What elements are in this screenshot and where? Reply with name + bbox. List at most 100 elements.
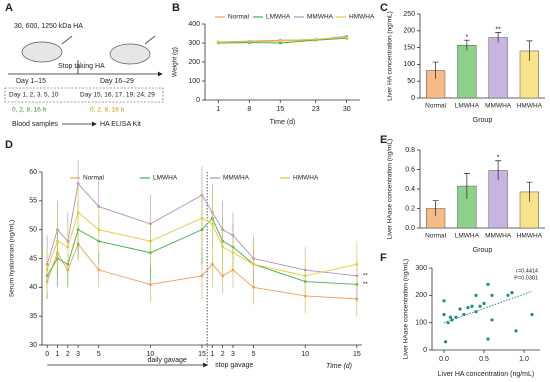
legend-label: MMWHA <box>223 175 250 182</box>
y-tick-label: 0.2 <box>405 205 415 212</box>
y-tick-label: 35 <box>29 313 37 320</box>
error-bar <box>463 39 470 51</box>
significance: * <box>466 34 469 41</box>
point <box>450 318 454 322</box>
legend-label: HMWHA <box>293 175 319 182</box>
trend-line <box>443 290 533 324</box>
point <box>506 293 510 297</box>
legend-label: LMWHA <box>153 175 178 182</box>
error-bar <box>463 173 470 199</box>
x-tick-label: 10 <box>146 351 154 358</box>
point <box>278 39 282 43</box>
bar <box>457 44 477 99</box>
panel-a: A 30, 600, 1250 kDa HA Stop taking HA Da… <box>4 2 164 128</box>
axis <box>204 24 360 101</box>
panel-label: E <box>380 134 387 146</box>
point <box>514 329 518 333</box>
point <box>345 36 349 40</box>
stop-text: Stop taking HA <box>58 63 105 70</box>
syringe-icon <box>61 35 73 45</box>
x-tick-label: HMWHA <box>517 103 543 110</box>
y-tick-label: 250 <box>403 11 415 18</box>
phase-label: daily gavage <box>148 357 187 364</box>
y-tick-label: 0.6 <box>405 166 415 173</box>
x-tick-label: 5 <box>97 351 101 358</box>
y-tick-label: 55 <box>29 198 37 205</box>
dose-text: 30, 600, 1250 kDa HA <box>14 23 83 30</box>
y-tick-label: 200 <box>403 28 415 35</box>
point <box>458 307 462 311</box>
point <box>210 262 214 266</box>
error-bar <box>495 160 502 181</box>
x-axis-title: Liver HA concentration (ng/mL) <box>438 371 535 378</box>
point <box>200 216 204 220</box>
point <box>278 41 282 45</box>
point <box>474 293 478 297</box>
y-axis-title: Liver HAase concentration (ng/mL) <box>403 259 410 359</box>
point <box>530 312 534 317</box>
y-tick-label: 400 <box>188 21 200 28</box>
syringe-icon <box>144 35 156 45</box>
x-tick-label: Normal <box>425 103 447 110</box>
x-tick-label: 3 <box>76 351 80 358</box>
point <box>97 228 101 232</box>
point <box>210 222 214 226</box>
period-text: Day 1–15 <box>16 78 46 85</box>
y-tick-label: 30 <box>29 342 37 349</box>
y-tick-label: 200 <box>188 59 200 66</box>
y-tick-label: 300 <box>188 40 200 47</box>
bar <box>488 37 508 99</box>
point <box>442 299 446 303</box>
x-tick-label: HMWHA <box>517 233 543 240</box>
x-tick-label: 3 <box>231 351 235 358</box>
point <box>221 245 225 249</box>
point <box>470 304 474 308</box>
point <box>444 340 448 344</box>
point <box>462 312 466 317</box>
y-tick-label: 0 <box>423 347 427 354</box>
panel-label: B <box>172 2 180 14</box>
y-tick-label: 100 <box>188 78 200 85</box>
stat-label: r=0.4414 <box>516 268 538 274</box>
significance: * <box>497 155 500 162</box>
blood-text: Blood samples <box>12 121 58 128</box>
y-tick-label: 0 <box>196 97 200 104</box>
x-tick-label: 8 <box>247 106 251 113</box>
point <box>216 41 220 44</box>
sample-box <box>4 87 164 103</box>
x-tick-label: 15 <box>198 351 206 358</box>
point <box>355 262 359 266</box>
kit-text: HA ELISA Kit <box>100 121 141 128</box>
y-tick-label: 100 <box>403 61 415 68</box>
y-tick-label: 0 <box>411 95 415 102</box>
x-tick-label: Normal <box>425 233 447 240</box>
y-tick-label: 200 <box>415 292 427 299</box>
hours-text: 0, 2, 8, 16 h <box>90 107 125 114</box>
x-tick-label: 1 <box>216 106 220 113</box>
y-tick-label: 40 <box>29 284 37 291</box>
point <box>490 293 494 297</box>
point <box>97 268 101 272</box>
point <box>442 312 446 317</box>
y-tick-label: 0.4 <box>405 186 415 193</box>
significance: ** <box>363 282 368 288</box>
hours-text: 0, 2, 8, 16 h <box>12 107 47 114</box>
x-tick-label: 15 <box>276 106 284 113</box>
x-tick-label: 1 <box>56 351 60 358</box>
point <box>486 282 490 286</box>
rat-icon <box>109 43 151 65</box>
x-axis-title: Time (d) <box>270 119 296 126</box>
legend-label: LMWHA <box>266 14 291 21</box>
point <box>200 274 204 278</box>
point <box>76 210 80 214</box>
x-tick-label: 0.0 <box>439 356 449 363</box>
x-axis-title: Group <box>473 117 493 124</box>
y-tick-label: 60 <box>29 169 37 176</box>
point <box>482 301 486 306</box>
x-axis-title: Time (d) <box>326 363 352 370</box>
y-tick-label: 50 <box>29 227 37 234</box>
point <box>221 274 225 278</box>
y-tick-label: 150 <box>403 44 415 51</box>
point <box>148 239 152 243</box>
